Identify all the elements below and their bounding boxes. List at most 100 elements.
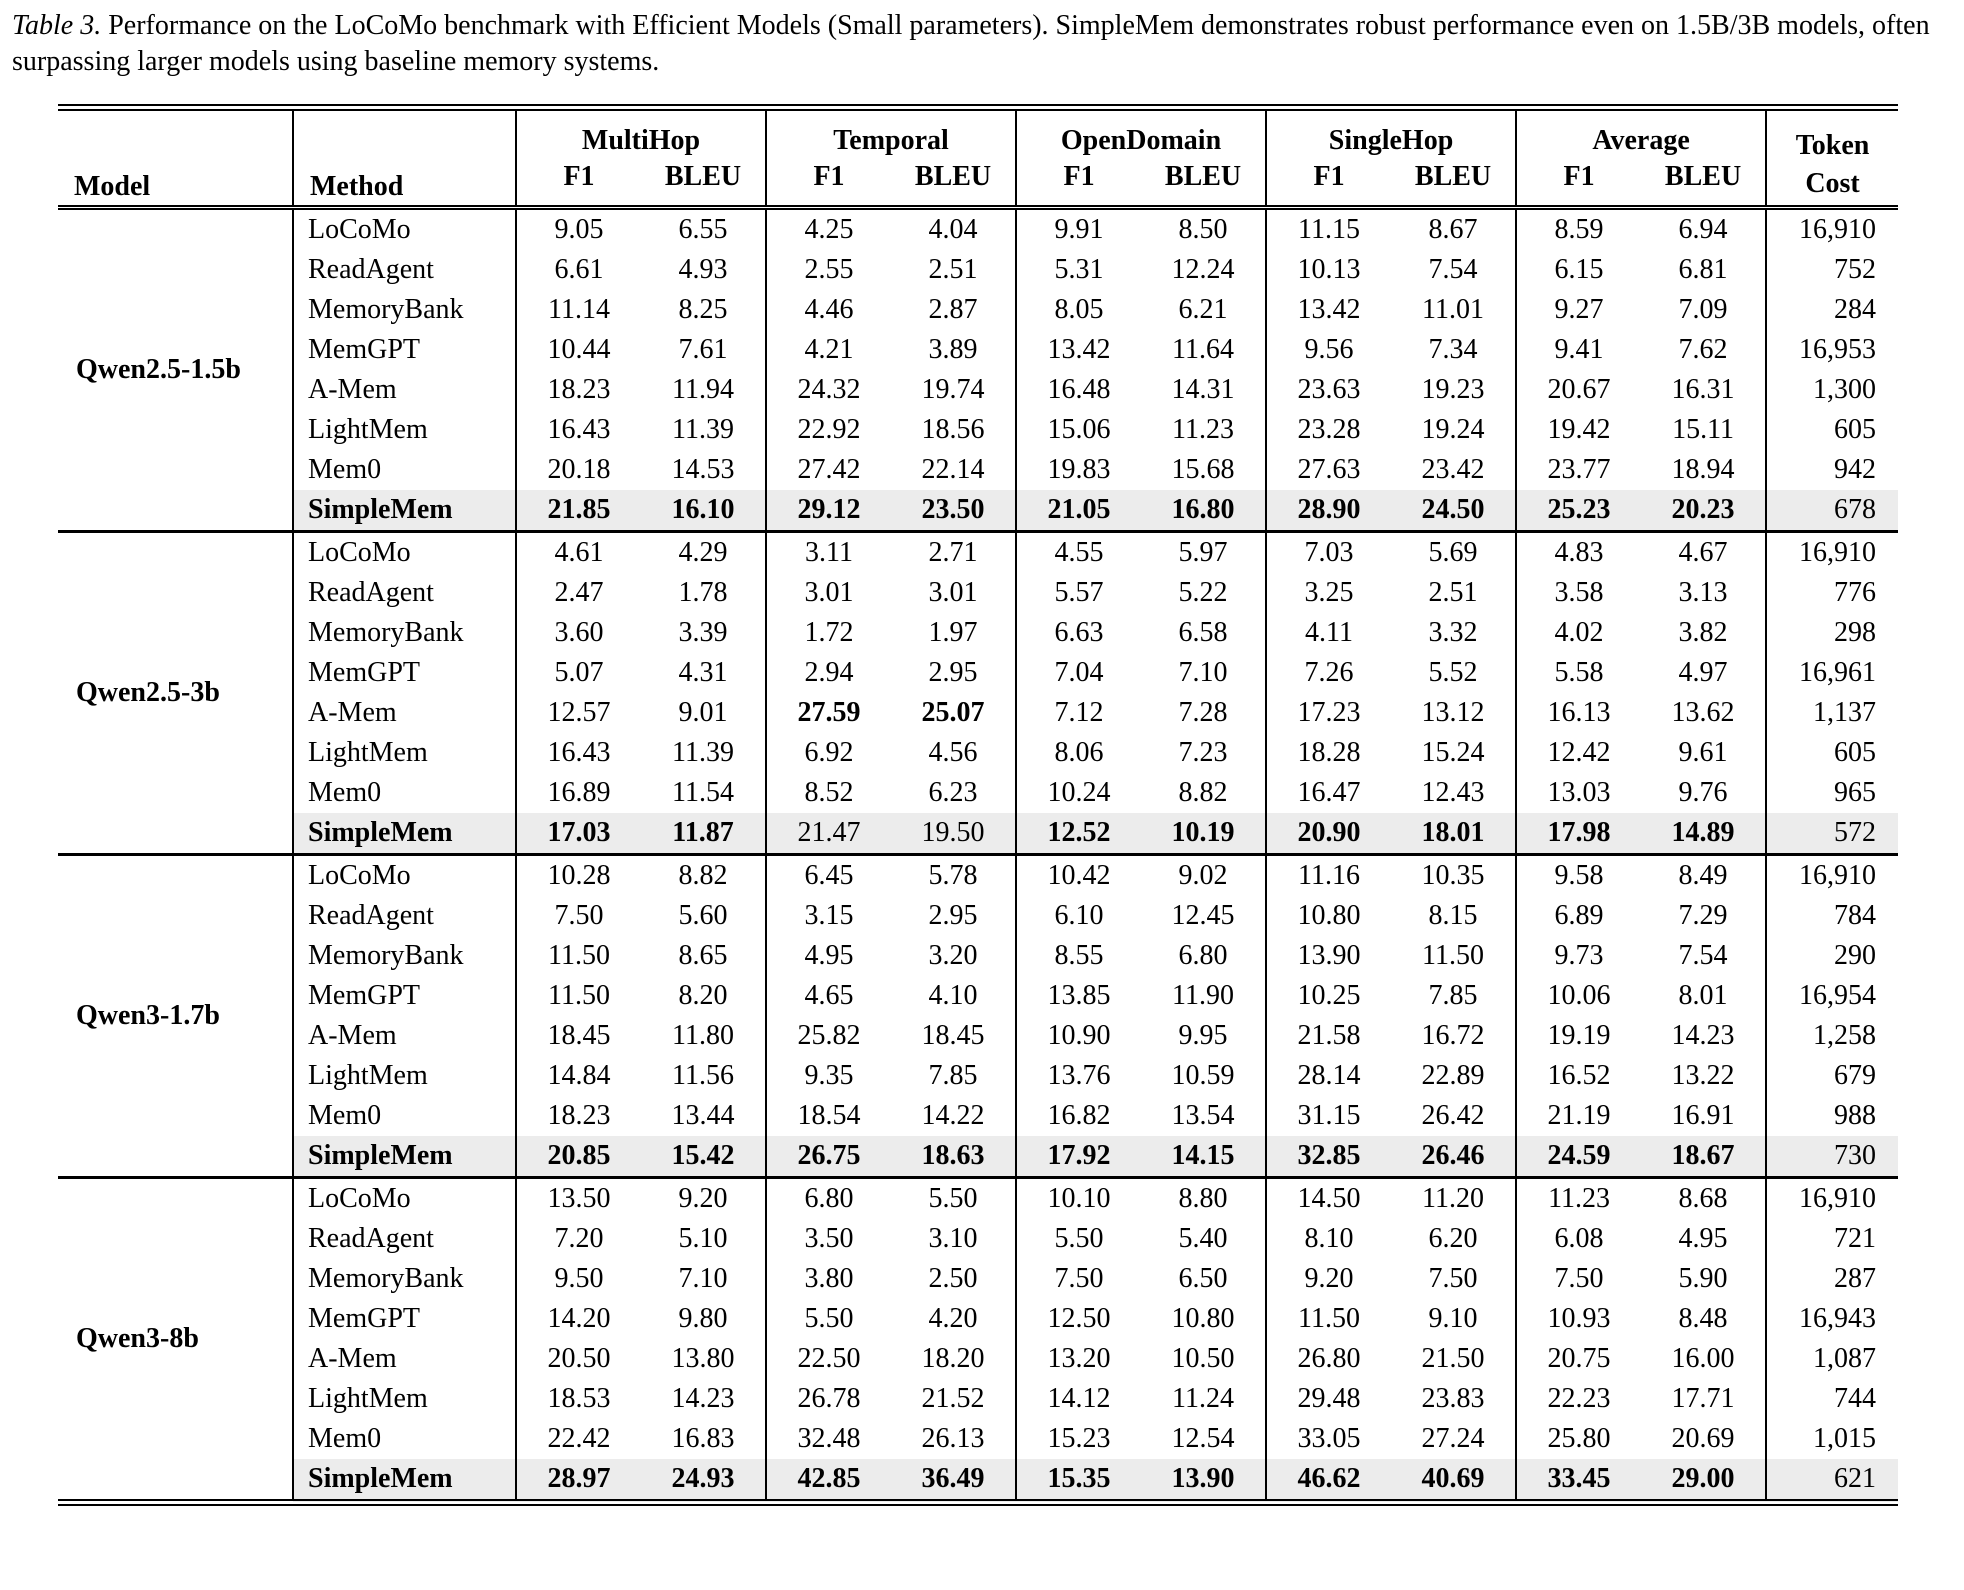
metric-value: 8.50	[1178, 213, 1228, 245]
col-header-average: Average	[1515, 107, 1767, 159]
metric-value: 16.91	[1671, 1099, 1735, 1131]
token-cost-value: 744	[1765, 1378, 1899, 1419]
metric-value: 27.63	[1265, 449, 1392, 490]
token-cost-value: 16,910	[1765, 531, 1899, 573]
metric-value: 19.74	[921, 373, 985, 405]
metric-value: 11.50	[1422, 939, 1485, 971]
metric-value: 14.15	[1141, 1135, 1267, 1178]
metric-value: 4.83	[1515, 531, 1642, 573]
method-name: MemoryBank	[292, 935, 516, 976]
metric-value: 26.13	[921, 1422, 985, 1454]
metric-value: 26.42	[1421, 1099, 1485, 1131]
subheader-bleu: BLEU	[1641, 158, 1767, 210]
metric-value: 20.69	[1671, 1422, 1735, 1454]
metric-value: 21.05	[1015, 489, 1142, 532]
metric-value: 11.54	[672, 776, 734, 808]
table-row: ReadAgent 7.20 5.10 3.50 3.10 5.50 5.40 8.10 6.2…	[58, 1218, 1899, 1259]
metric-value: 2.55	[765, 249, 892, 290]
metric-value: 14.53	[671, 453, 735, 485]
metric-value: 7.50	[1428, 1262, 1478, 1294]
method-name: LoCoMo	[292, 854, 516, 896]
model-name: Qwen3-1.7b	[58, 854, 293, 1177]
metric-value: 11.14	[515, 289, 641, 330]
metric-value: 13.90	[1141, 1458, 1267, 1503]
metric-value: 13.90	[1265, 935, 1392, 976]
metric-value: 26.78	[765, 1378, 892, 1419]
method-name: Mem0	[292, 1418, 516, 1459]
metric-value: 21.47	[765, 812, 892, 855]
metric-value: 5.78	[928, 859, 978, 891]
metric-value: 19.24	[1421, 413, 1485, 445]
metric-value: 6.63	[1015, 612, 1142, 653]
metric-value: 11.50	[515, 975, 641, 1016]
metric-value: 4.20	[928, 1302, 978, 1334]
subheader-f1: F1	[1515, 158, 1642, 210]
metric-value: 2.50	[928, 1262, 978, 1294]
subheader-bleu: BLEU	[641, 158, 767, 210]
simplemem-row: SimpleMem 28.97 24.93 42.85 36.49 15.35 13.90 4…	[58, 1458, 1899, 1503]
metric-value: 10.80	[1171, 1302, 1235, 1334]
metric-value: 26.80	[1265, 1338, 1392, 1379]
metric-value: 16.31	[1671, 373, 1735, 405]
metric-value: 3.89	[928, 333, 978, 365]
metric-value: 6.50	[1178, 1262, 1228, 1294]
metric-value: 11.16	[1265, 854, 1392, 896]
table-row: A-Mem 18.45 11.80 25.82 18.45 10.90 9.95 21.58 1…	[58, 1015, 1899, 1056]
model-group: Qwen3-1.7b LoCoMo 10.28 8.82 6.45 5.78 10.42 9.…	[58, 854, 1899, 1178]
metric-value: 16.10	[641, 489, 767, 532]
metric-value: 4.31	[678, 656, 728, 688]
metric-value: 7.50	[1515, 1258, 1642, 1299]
method-name: MemGPT	[292, 975, 516, 1016]
metric-value: 10.80	[1265, 895, 1392, 936]
token-cost-value: 1,087	[1765, 1338, 1899, 1379]
metric-value: 8.06	[1015, 732, 1142, 773]
method-name: LightMem	[292, 1055, 516, 1096]
table-row: MemoryBank 9.50 7.10 3.80 2.50 7.50 6.50 9.20 7.…	[58, 1258, 1899, 1299]
token-cost-value: 16,943	[1765, 1298, 1899, 1339]
metric-value: 3.32	[1428, 616, 1478, 648]
metric-value: 9.61	[1678, 736, 1728, 768]
metric-value: 24.59	[1515, 1135, 1642, 1178]
metric-value: 22.89	[1421, 1059, 1485, 1091]
metric-value: 18.54	[765, 1095, 892, 1136]
metric-value: 4.95	[1678, 1222, 1728, 1254]
metric-value: 10.28	[515, 854, 641, 896]
metric-value: 22.50	[765, 1338, 892, 1379]
metric-value: 13.50	[515, 1177, 641, 1219]
token-cost-value: 679	[1765, 1055, 1899, 1096]
metric-value: 4.04	[928, 213, 978, 245]
metric-value: 3.20	[928, 939, 978, 971]
method-name: MemGPT	[292, 652, 516, 693]
metric-value: 27.24	[1421, 1422, 1485, 1454]
metric-value: 2.95	[928, 899, 978, 931]
metric-value: 8.01	[1678, 979, 1728, 1011]
metric-value: 1.97	[928, 616, 978, 648]
metric-value: 18.23	[515, 1095, 641, 1136]
method-name: LoCoMo	[292, 1177, 516, 1219]
metric-value: 8.68	[1678, 1182, 1728, 1214]
method-name: A-Mem	[292, 1338, 516, 1379]
token-cost-value: 605	[1765, 409, 1899, 450]
method-name: LightMem	[292, 409, 516, 450]
metric-value: 3.01	[765, 572, 892, 613]
metric-value: 33.45	[1515, 1458, 1642, 1503]
metric-value: 3.39	[678, 616, 728, 648]
metric-value: 24.93	[641, 1458, 767, 1503]
metric-value: 19.83	[1015, 449, 1142, 490]
token-cost-value: 942	[1765, 449, 1899, 490]
metric-value: 18.94	[1671, 453, 1735, 485]
metric-value: 10.06	[1515, 975, 1642, 1016]
metric-value: 8.59	[1515, 207, 1642, 250]
metric-value: 5.40	[1178, 1222, 1228, 1254]
metric-value: 17.23	[1265, 692, 1392, 733]
metric-value: 14.23	[671, 1382, 735, 1414]
metric-value: 6.08	[1515, 1218, 1642, 1259]
method-name: Mem0	[292, 1095, 516, 1136]
metric-value: 9.10	[1428, 1302, 1478, 1334]
table-row: MemGPT 11.50 8.20 4.65 4.10 13.85 11.90 10.25 7.…	[58, 975, 1899, 1016]
method-name: SimpleMem	[292, 489, 516, 532]
metric-value: 11.94	[672, 373, 734, 405]
metric-value: 12.52	[1015, 812, 1142, 855]
metric-value: 29.48	[1265, 1378, 1392, 1419]
method-name: A-Mem	[292, 692, 516, 733]
